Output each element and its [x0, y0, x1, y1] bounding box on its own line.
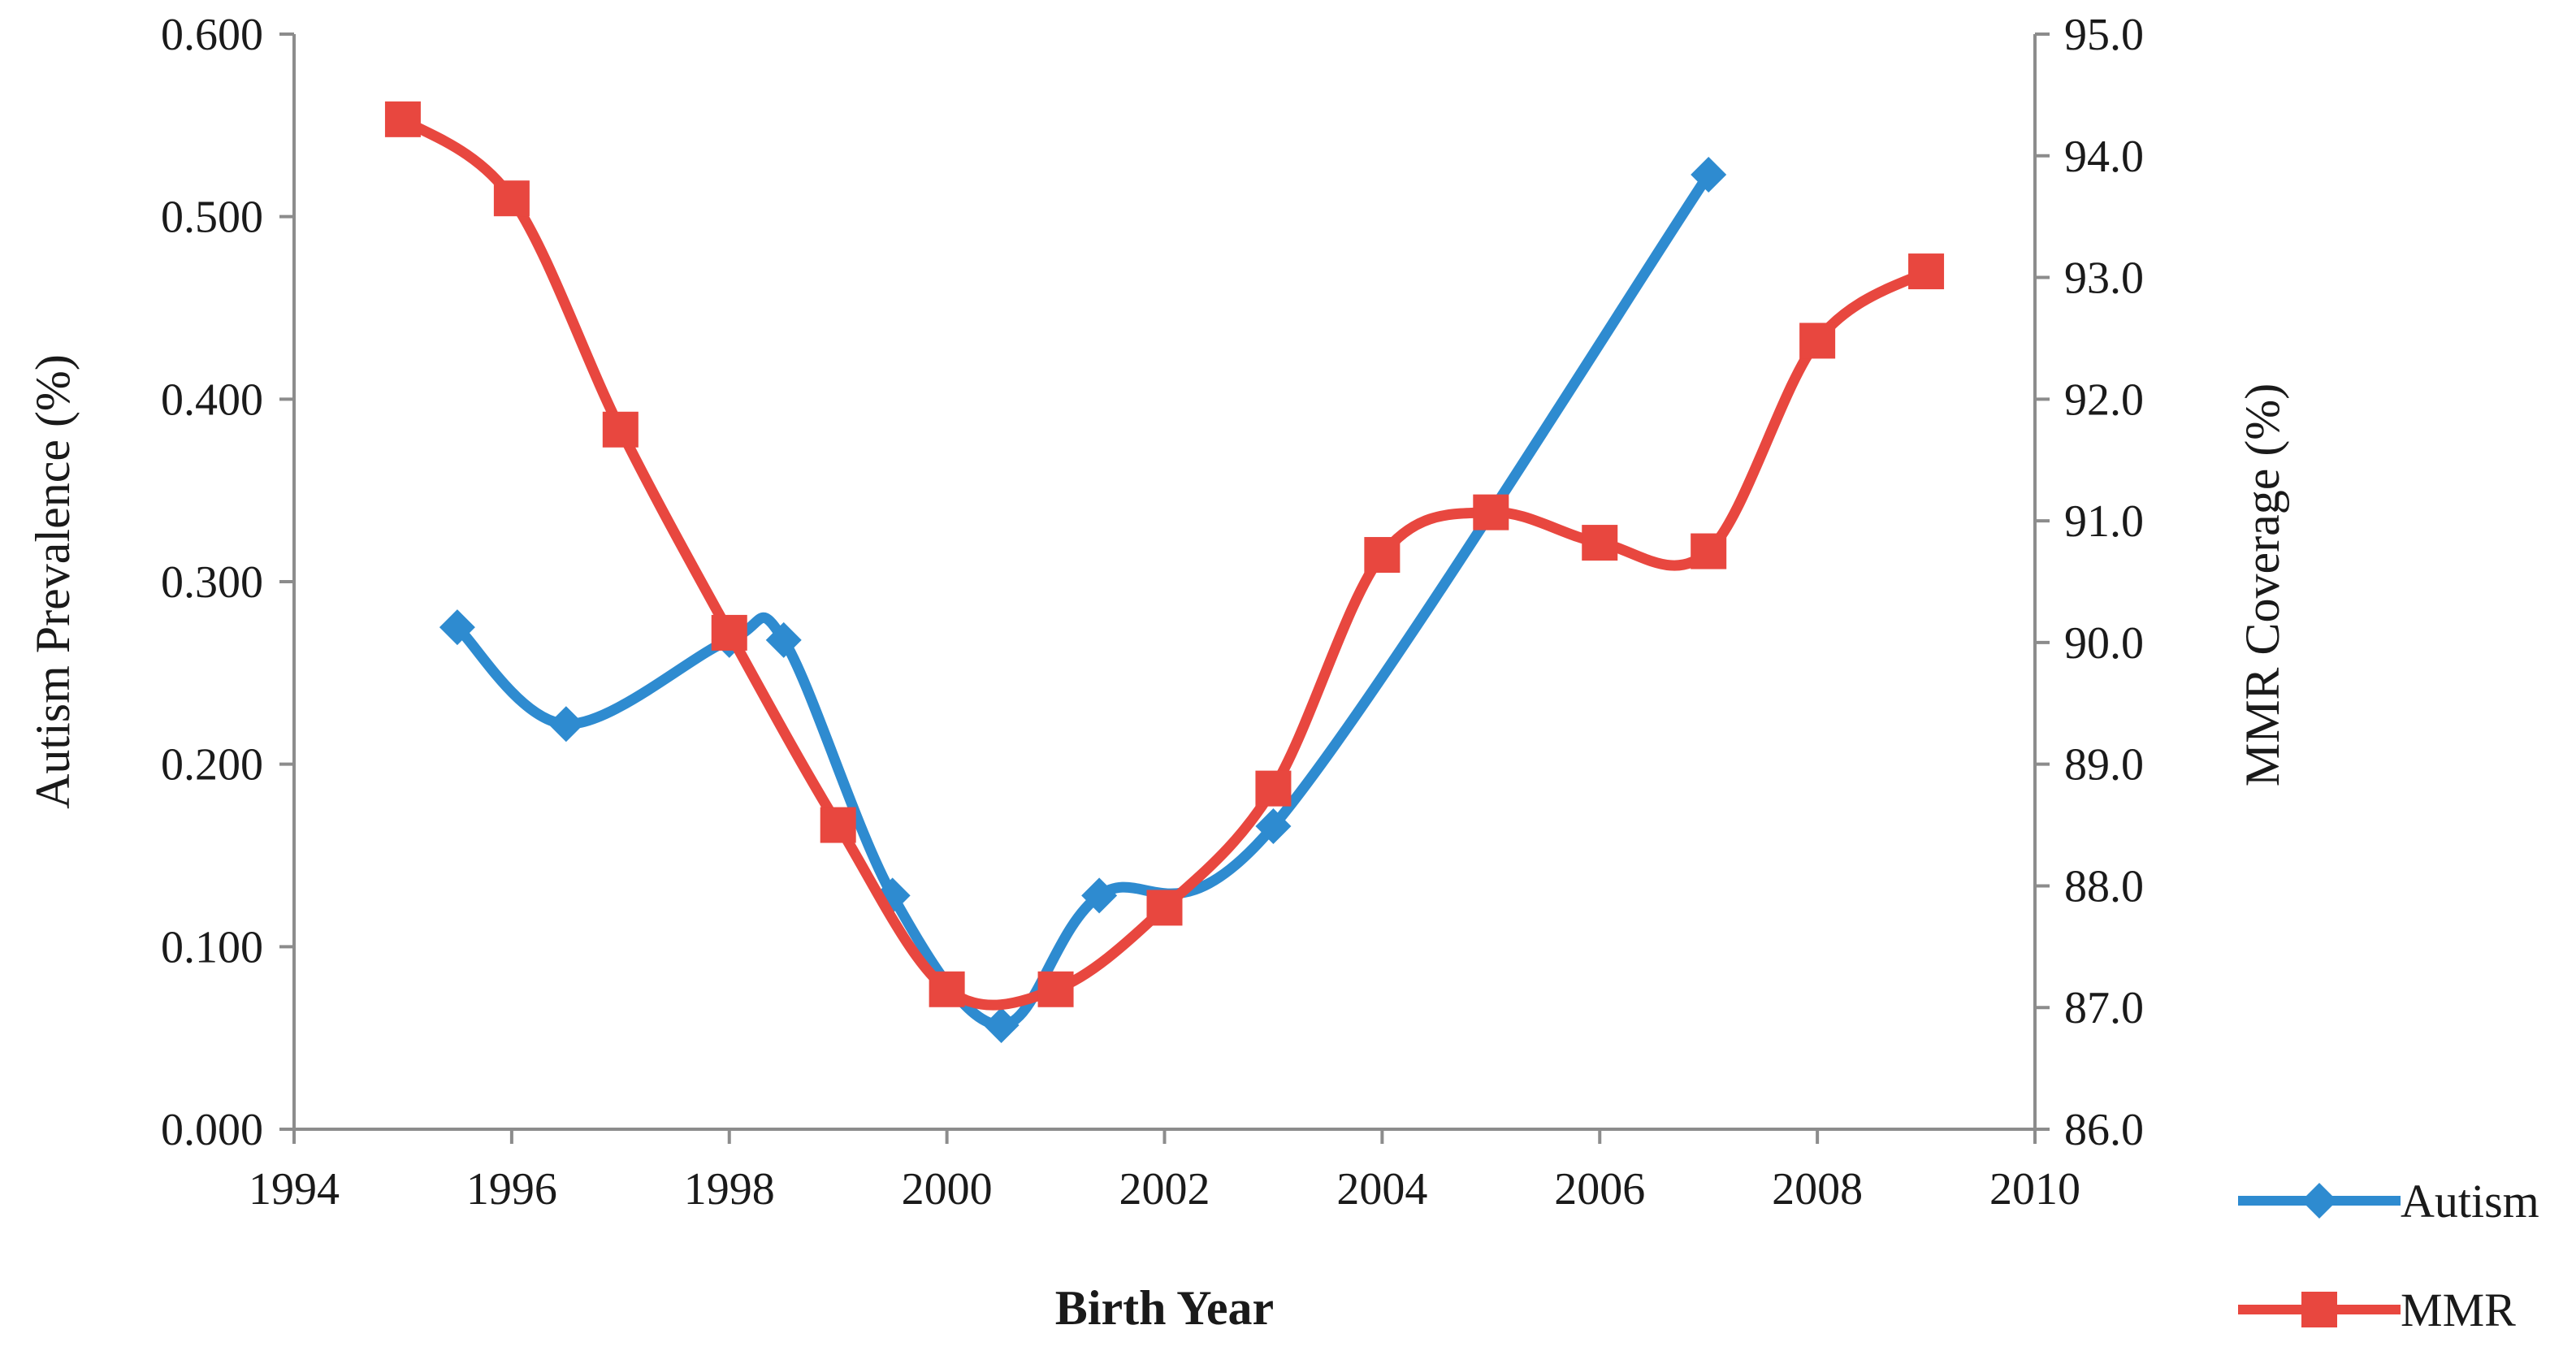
left-y-tick-label: 0.400: [161, 375, 263, 425]
data-point-autism: [1081, 877, 1118, 914]
left-y-tick-label: 0.000: [161, 1105, 263, 1155]
x-tick-label: 1994: [249, 1164, 340, 1215]
x-tick-label: 1996: [466, 1164, 557, 1215]
right-y-tick-label: 93.0: [2064, 253, 2144, 304]
x-axis-title: Birth Year: [1055, 1281, 1274, 1335]
x-tick-label: 2000: [902, 1164, 993, 1215]
series-layer: [384, 101, 1945, 1043]
x-tick-label: 1998: [684, 1164, 775, 1215]
data-point-mmr: [711, 614, 747, 651]
data-point-mmr: [1255, 770, 1292, 807]
right-y-tick-label: 86.0: [2064, 1105, 2144, 1155]
data-point-mmr: [929, 971, 965, 1007]
legend-autism-label: Autism: [2401, 1175, 2539, 1228]
data-point-mmr: [1473, 494, 1509, 530]
right-y-tick-label: 94.0: [2064, 132, 2144, 182]
right-y-tick-label: 88.0: [2064, 861, 2144, 911]
data-point-mmr: [384, 101, 421, 137]
left-y-tick-label: 0.500: [161, 193, 263, 243]
right-y-tick-label: 89.0: [2064, 740, 2144, 790]
series-line-autism: [452, 169, 1714, 1031]
legend-autism-marker: [2301, 1183, 2337, 1219]
data-point-mmr: [1364, 537, 1401, 574]
legend: Autism MMR: [2238, 1175, 2539, 1336]
x-tick-label: 2004: [1336, 1164, 1427, 1215]
data-point-mmr: [1908, 253, 1945, 290]
data-point-mmr: [1691, 533, 1727, 569]
right-y-tick-label: 87.0: [2064, 983, 2144, 1033]
data-point-autism: [1255, 808, 1292, 845]
data-point-autism: [439, 609, 475, 646]
data-point-mmr: [493, 180, 530, 217]
data-point-autism: [548, 706, 584, 743]
axes: 0.000 0.100 0.200 0.300 0.400 0.500 0.600 86.0 8…: [161, 10, 2144, 1215]
data-point-autism: [765, 621, 802, 658]
left-y-axis-title: Autism Prevalence (%): [26, 354, 80, 809]
legend-mmr-label: MMR: [2401, 1284, 2516, 1336]
data-point-mmr: [1799, 323, 1836, 359]
left-y-tick-label: 0.100: [161, 922, 263, 972]
data-point-mmr: [1582, 525, 1618, 561]
data-point-mmr: [1146, 890, 1183, 926]
right-y-tick-label: 91.0: [2064, 496, 2144, 547]
left-y-tick-label: 0.300: [161, 557, 263, 608]
x-tick-label: 2002: [1119, 1164, 1210, 1215]
data-point-autism: [983, 1007, 1020, 1043]
x-tick-label: 2006: [1554, 1164, 1645, 1215]
data-point-mmr: [820, 807, 856, 843]
left-y-tick-label: 0.200: [161, 740, 263, 790]
data-point-mmr: [602, 411, 639, 448]
right-y-tick-label: 90.0: [2064, 618, 2144, 669]
x-tick-label: 2008: [1772, 1164, 1863, 1215]
legend-item-mmr: MMR: [2238, 1284, 2516, 1336]
x-tick-label: 2010: [1989, 1164, 2080, 1215]
right-y-tick-label: 92.0: [2064, 375, 2144, 425]
data-point-autism: [1691, 156, 1727, 193]
legend-mmr-marker: [2301, 1292, 2337, 1327]
axis-labels: Birth Year Autism Prevalence (%) MMR Cov…: [26, 354, 2289, 1335]
right-y-axis-title: MMR Coverage (%): [2236, 383, 2289, 787]
legend-item-autism: Autism: [2238, 1175, 2539, 1228]
right-y-tick-label: 95.0: [2064, 10, 2144, 60]
data-point-mmr: [1037, 971, 1074, 1007]
left-y-tick-label: 0.600: [161, 10, 263, 60]
